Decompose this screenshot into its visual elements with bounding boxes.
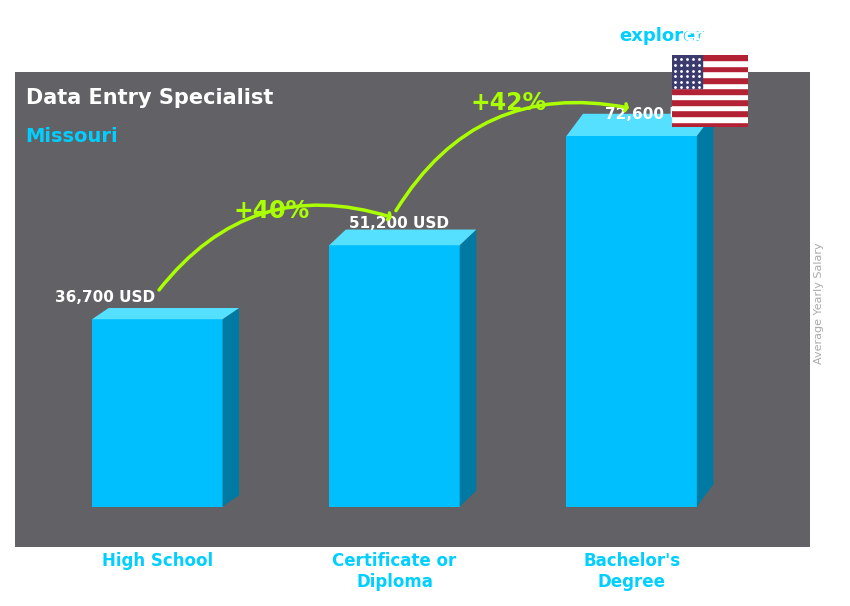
Bar bbox=[329, 245, 460, 507]
Text: +42%: +42% bbox=[470, 92, 547, 115]
Text: .com: .com bbox=[677, 27, 726, 45]
Text: +40%: +40% bbox=[233, 199, 309, 222]
Polygon shape bbox=[566, 114, 713, 136]
Bar bbox=[672, 88, 748, 94]
Bar bbox=[672, 122, 748, 127]
Polygon shape bbox=[460, 230, 476, 507]
Polygon shape bbox=[223, 308, 239, 507]
Bar bbox=[92, 319, 223, 507]
Text: 72,600 USD: 72,600 USD bbox=[605, 107, 705, 122]
Polygon shape bbox=[697, 114, 713, 507]
Bar bbox=[672, 55, 702, 88]
Bar bbox=[672, 105, 748, 110]
Text: Salary Comparison By Education: Salary Comparison By Education bbox=[26, 30, 582, 59]
Bar bbox=[566, 136, 697, 507]
Text: Average Yearly Salary: Average Yearly Salary bbox=[814, 242, 824, 364]
Bar bbox=[672, 94, 748, 99]
Bar bbox=[672, 55, 748, 60]
Bar bbox=[672, 116, 748, 122]
Text: 36,700 USD: 36,700 USD bbox=[55, 290, 156, 305]
Text: salary: salary bbox=[578, 27, 639, 45]
Bar bbox=[672, 77, 748, 82]
Text: 51,200 USD: 51,200 USD bbox=[349, 216, 449, 231]
Bar bbox=[672, 99, 748, 105]
Text: Data Entry Specialist: Data Entry Specialist bbox=[26, 88, 273, 108]
Polygon shape bbox=[329, 230, 476, 245]
Polygon shape bbox=[92, 308, 239, 319]
Bar bbox=[672, 82, 748, 88]
Bar bbox=[672, 60, 748, 65]
Bar bbox=[672, 72, 748, 77]
Bar bbox=[672, 65, 748, 72]
Text: explorer: explorer bbox=[619, 27, 704, 45]
Bar bbox=[672, 110, 748, 116]
Text: Missouri: Missouri bbox=[26, 127, 118, 146]
